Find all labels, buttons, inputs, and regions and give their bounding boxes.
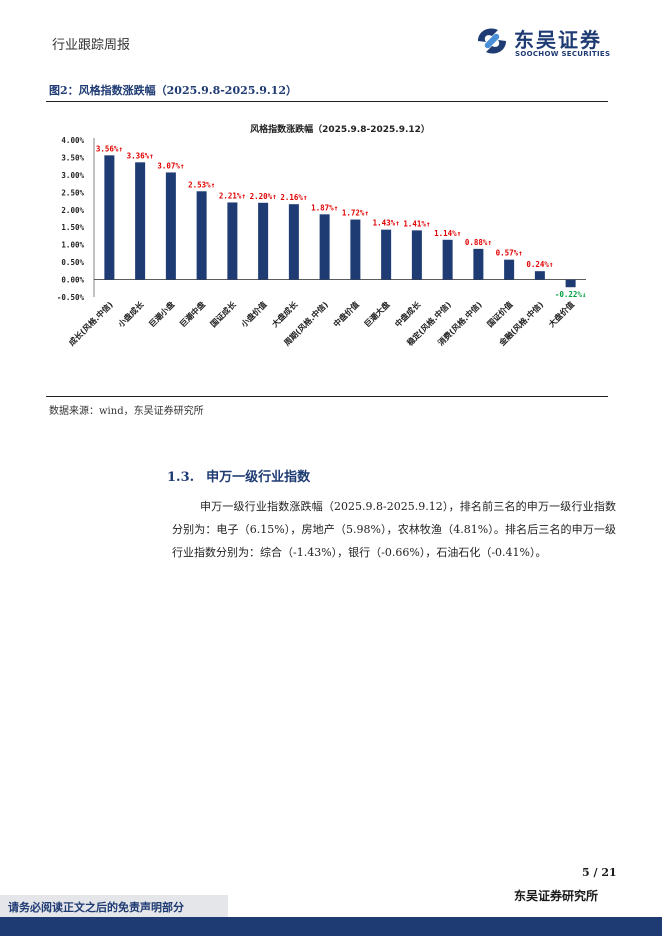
bar xyxy=(288,204,299,280)
x-tick-label: 国证价值 xyxy=(485,299,515,329)
report-type-title: 行业跟踪周报 xyxy=(52,38,131,53)
x-tick-label: 巨潮大盘 xyxy=(362,299,392,329)
data-label: 1.87%↑ xyxy=(311,203,338,212)
x-tick-label: 大盘成长 xyxy=(270,299,300,329)
x-tick-label: 中盘价值 xyxy=(331,299,361,329)
logo-name: 东吴证券 xyxy=(514,28,602,52)
y-tick-label: 0.00% xyxy=(61,276,84,285)
x-tick-label: 大盘价值 xyxy=(546,299,576,329)
y-tick-label: -0.50% xyxy=(57,293,85,302)
bar xyxy=(319,214,330,280)
data-source-note: 数据来源：wind，东吴证券研究所 xyxy=(49,406,204,417)
footer-organization: 东吴证券研究所 xyxy=(514,889,599,903)
footer-disclaimer-bg xyxy=(0,895,228,917)
y-tick-label: 3.00% xyxy=(61,171,84,180)
y-tick-label: 2.00% xyxy=(61,206,84,215)
y-tick-label: 4.00% xyxy=(61,136,84,145)
bar xyxy=(411,230,422,280)
data-label: 2.20%↑ xyxy=(250,192,277,201)
data-label: 1.43%↑ xyxy=(373,219,400,228)
data-label: 1.14%↑ xyxy=(434,229,461,238)
y-tick-label: 2.50% xyxy=(61,188,84,197)
x-tick-label: 巨潮中盘 xyxy=(177,299,207,329)
logo-mark-icon xyxy=(478,28,506,54)
bar xyxy=(504,259,515,280)
bar xyxy=(165,172,176,280)
x-tick-label: 国证成长 xyxy=(208,299,238,329)
data-label: 3.07%↑ xyxy=(157,161,184,170)
y-tick-label: 1.00% xyxy=(61,241,84,250)
x-tick-label: 中盘成长 xyxy=(393,299,423,329)
data-label: 1.72%↑ xyxy=(342,209,369,218)
y-tick-label: 3.50% xyxy=(61,153,84,162)
logo-subtitle: SOOCHOW SECURITIES xyxy=(515,50,611,58)
section-title: 申万一级行业指数 xyxy=(206,470,311,485)
bar xyxy=(565,279,576,288)
x-tick-label: 小盘成长 xyxy=(115,299,146,330)
bar xyxy=(135,162,146,280)
data-label: 3.56%↑ xyxy=(96,144,123,153)
data-label: 2.21%↑ xyxy=(219,191,246,200)
data-label: -0.22%↓ xyxy=(555,290,587,299)
bar xyxy=(350,219,361,280)
bar xyxy=(381,229,392,280)
bar xyxy=(104,155,115,280)
footer-disclaimer: 请务必阅读正文之后的免责声明部分 xyxy=(8,901,184,914)
company-logo: 东吴证券 SOOCHOW SECURITIES xyxy=(474,24,624,62)
section-number: 1.3. xyxy=(167,470,195,485)
style-index-bar-chart: 风格指数涨跌幅（2025.9.8-2025.9.12） 4.00% 3.50% 3.0… xyxy=(57,123,587,348)
bar xyxy=(196,191,207,280)
data-label: 1.41%↑ xyxy=(403,219,430,228)
x-tick-label: 巨潮小盘 xyxy=(147,299,177,329)
bar xyxy=(258,202,269,280)
data-label: 0.57%↑ xyxy=(496,249,523,258)
x-tick-label: 成长(风格.中信) xyxy=(66,299,114,347)
bar xyxy=(534,271,545,280)
y-tick-label: 1.50% xyxy=(61,223,84,232)
source-rule xyxy=(46,396,608,397)
data-label: 2.53%↑ xyxy=(188,180,215,189)
data-label: 3.36%↑ xyxy=(127,151,154,160)
bar xyxy=(473,248,484,280)
data-label: 2.16%↑ xyxy=(280,193,307,202)
caption-rule xyxy=(46,101,608,102)
chart-title: 风格指数涨跌幅（2025.9.8-2025.9.12） xyxy=(250,123,430,135)
x-tick-label: 小盘价值 xyxy=(238,299,268,329)
bar xyxy=(442,239,453,280)
data-label: 0.24%↑ xyxy=(526,260,553,269)
y-tick-label: 0.50% xyxy=(61,258,84,267)
bar xyxy=(227,202,238,280)
page-number: 5 / 21 xyxy=(582,866,617,879)
section-heading: 1.3. 申万一级行业指数 xyxy=(167,466,310,485)
figure-caption: 图2：风格指数涨跌幅（2025.9.8-2025.9.12） xyxy=(49,84,298,97)
data-label: 0.88%↑ xyxy=(465,238,492,247)
footer-bar xyxy=(0,917,662,936)
body-paragraph: 申万一级行业指数涨跌幅（2025.9.8-2025.9.12），排名前三名的申万… xyxy=(172,500,616,559)
